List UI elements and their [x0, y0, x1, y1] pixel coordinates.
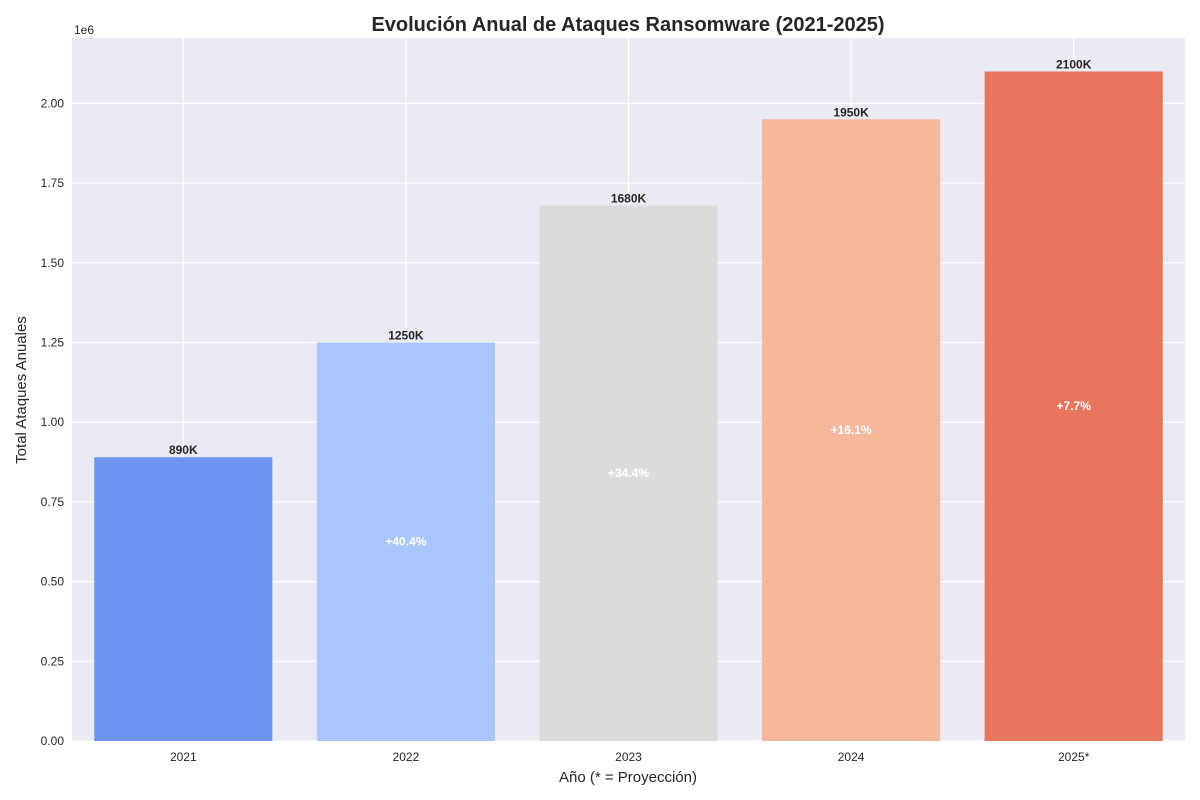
y-axis-label: Total Ataques Anuales [13, 316, 30, 464]
bar-value-label: 890K [169, 443, 198, 457]
bar [94, 457, 273, 741]
y-tick-label: 0.25 [41, 654, 65, 668]
bar [539, 205, 718, 741]
y-tick-label: 1.50 [41, 256, 65, 270]
bar-growth-label: +16.1% [831, 423, 872, 437]
y-tick-label: 1.25 [41, 335, 65, 349]
y-tick-label: 0.00 [41, 734, 65, 748]
y-tick-label: 1.75 [41, 176, 65, 190]
bar-value-label: 1950K [833, 105, 869, 119]
bar-value-label: 1250K [388, 328, 424, 342]
x-tick-label: 2024 [838, 750, 865, 764]
bar-growth-label: +7.7% [1057, 399, 1092, 413]
y-offset-label: 1e6 [74, 23, 94, 37]
x-tick-label: 2022 [393, 750, 420, 764]
bar-growth-label: +34.4% [608, 466, 649, 480]
bar-value-label: 1680K [611, 191, 647, 205]
x-tick-label: 2021 [170, 750, 197, 764]
chart-title: Evolución Anual de Ataques Ransomware (2… [371, 14, 884, 36]
x-ticks: 2021 2022 2023 2024 2025* [170, 750, 1090, 764]
bar [316, 342, 495, 741]
y-ticks: 0.00 0.25 0.50 0.75 1.00 1.25 1.50 1.75 2.00 [41, 96, 65, 748]
bar-value-label: 2100K [1056, 57, 1092, 71]
x-tick-label: 2025* [1058, 750, 1090, 764]
bar-growth-label: +40.4% [385, 535, 426, 549]
y-tick-label: 0.75 [41, 495, 65, 509]
y-tick-label: 2.00 [41, 96, 65, 110]
x-tick-label: 2023 [615, 750, 642, 764]
bar [762, 119, 941, 741]
bars [94, 71, 1163, 741]
x-axis-label: Año (* = Proyección) [559, 769, 697, 786]
bar [984, 71, 1163, 741]
y-tick-label: 0.50 [41, 575, 65, 589]
y-tick-label: 1.00 [41, 415, 65, 429]
data-labels: 890K 1250K +40.4% 1680K +34.4% 1950K +16.1% 210… [169, 57, 1092, 548]
